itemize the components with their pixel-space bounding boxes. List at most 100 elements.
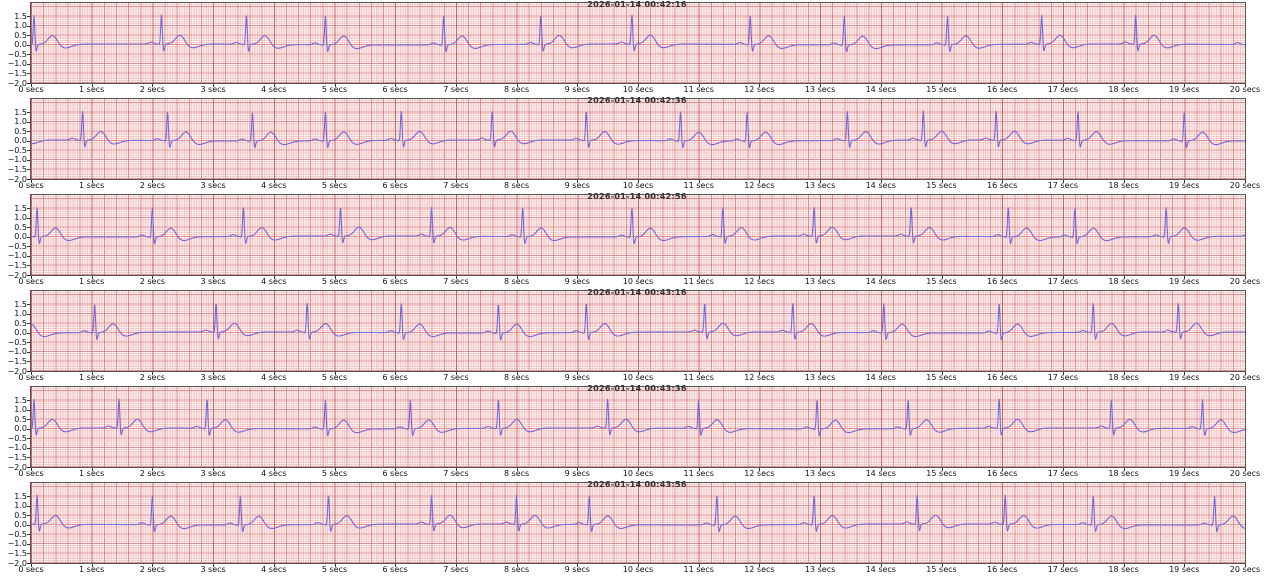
x-tick-mark — [455, 276, 457, 279]
y-tick-mark — [27, 332, 30, 334]
y-tick-label: 0.5 — [14, 318, 27, 328]
x-tick-label: 9 secs — [564, 373, 590, 382]
x-tick-label: 13 secs — [804, 565, 836, 574]
x-tick-mark — [31, 468, 32, 471]
x-tick-mark — [91, 84, 93, 87]
x-tick-mark — [455, 180, 457, 183]
x-tick-mark — [31, 84, 32, 87]
x-tick-label: 3 secs — [200, 373, 226, 382]
y-tick-mark — [27, 409, 30, 411]
x-tick-label: 19 secs — [1169, 373, 1200, 382]
x-tick-label: 11 secs — [683, 565, 714, 574]
x-tick-mark — [638, 372, 639, 375]
y-tick-mark — [27, 265, 30, 267]
y-tick-label: −2.0 — [7, 78, 27, 88]
y-tick-mark — [27, 534, 30, 536]
y-tick-mark — [27, 400, 30, 402]
x-tick-label: 12 secs — [744, 277, 775, 286]
x-tick-label: 2 secs — [139, 373, 166, 382]
x-tick-mark — [638, 84, 639, 87]
x-tick-label: 4 secs — [261, 373, 287, 382]
y-tick-mark — [27, 169, 30, 171]
x-tick-mark — [455, 564, 457, 567]
x-tick-mark — [820, 564, 822, 567]
ecg-trace — [31, 302, 1245, 341]
x-tick-mark — [213, 468, 215, 471]
x-tick-label: 4 secs — [261, 181, 287, 190]
y-tick-label: −1.0 — [7, 155, 27, 165]
x-tick-label: 16 secs — [986, 181, 1018, 190]
y-tick-label: −1.5 — [7, 164, 27, 174]
x-tick-label: 5 secs — [321, 565, 348, 574]
x-tick-label: 5 secs — [321, 373, 348, 382]
x-tick-label: 20 secs — [1229, 565, 1261, 574]
y-tick-mark — [27, 524, 30, 526]
x-tick-mark — [577, 372, 579, 375]
x-tick-label: 0 secs — [18, 469, 44, 478]
x-tick-label: 14 secs — [865, 565, 896, 574]
y-tick-label: 1.0 — [14, 21, 27, 31]
x-tick-mark — [455, 84, 457, 87]
x-tick-mark — [577, 468, 579, 471]
ecg-plot-area — [30, 2, 1246, 84]
x-tick-mark — [273, 180, 275, 183]
y-tick-label: 0.0 — [14, 328, 27, 338]
x-tick-label: 16 secs — [986, 565, 1018, 574]
x-tick-label: 18 secs — [1108, 373, 1139, 382]
x-tick-label: 18 secs — [1108, 469, 1139, 478]
x-tick-mark — [941, 564, 943, 567]
x-tick-mark — [638, 180, 639, 183]
y-tick-mark — [27, 553, 30, 555]
x-tick-label: 6 secs — [382, 565, 408, 574]
y-tick-mark — [27, 73, 30, 75]
x-tick-mark — [31, 372, 32, 375]
x-tick-mark — [152, 180, 154, 183]
x-tick-mark — [152, 468, 154, 471]
x-tick-mark — [334, 276, 336, 279]
x-tick-mark — [941, 372, 943, 375]
y-tick-mark — [27, 515, 30, 517]
x-tick-mark — [941, 180, 943, 183]
x-tick-label: 20 secs — [1229, 85, 1261, 94]
y-tick-label: 1.0 — [14, 213, 27, 223]
x-tick-mark — [334, 84, 336, 87]
x-tick-mark — [334, 564, 336, 567]
x-tick-mark — [1062, 468, 1064, 471]
x-tick-label: 8 secs — [503, 565, 530, 574]
ecg-plot-area — [30, 98, 1246, 180]
y-tick-mark — [27, 351, 30, 353]
y-tick-label: 1.5 — [14, 491, 27, 501]
y-tick-label: 1.5 — [14, 11, 27, 21]
x-tick-mark — [638, 276, 639, 279]
x-tick-mark — [273, 468, 275, 471]
y-tick-label: 1.0 — [14, 405, 27, 415]
y-tick-label: 0.0 — [14, 232, 27, 242]
x-tick-label: 19 secs — [1169, 565, 1200, 574]
ecg-panel-4: 2026-01-14 00:43:16 0 secs 1 secs 2 secs 3 … — [0, 288, 1280, 384]
x-tick-label: 9 secs — [564, 469, 590, 478]
x-tick-label: 5 secs — [321, 181, 348, 190]
x-tick-mark — [941, 84, 943, 87]
y-tick-mark — [27, 140, 30, 142]
y-tick-label: −1.0 — [7, 251, 27, 261]
x-tick-mark — [1184, 564, 1186, 567]
x-tick-mark — [152, 372, 154, 375]
y-tick-mark — [27, 323, 30, 325]
y-tick-mark — [27, 342, 30, 344]
y-tick-mark — [27, 361, 30, 363]
y-tick-label: 0.0 — [14, 424, 27, 434]
y-tick-label: −1.0 — [7, 539, 27, 549]
x-tick-label: 6 secs — [382, 85, 408, 94]
x-tick-mark — [1123, 468, 1125, 471]
panel-title: 2026-01-14 00:43:16 — [587, 288, 687, 297]
y-tick-label: 1.0 — [14, 309, 27, 319]
x-tick-mark — [880, 564, 882, 567]
x-tick-mark — [1245, 564, 1246, 567]
x-tick-label: 1 secs — [79, 181, 105, 190]
x-tick-label: 10 secs — [622, 85, 654, 94]
x-tick-mark — [516, 84, 518, 87]
x-tick-label: 6 secs — [382, 277, 408, 286]
x-tick-mark — [1002, 564, 1004, 567]
x-tick-label: 18 secs — [1108, 181, 1139, 190]
y-tick-mark — [27, 246, 30, 248]
